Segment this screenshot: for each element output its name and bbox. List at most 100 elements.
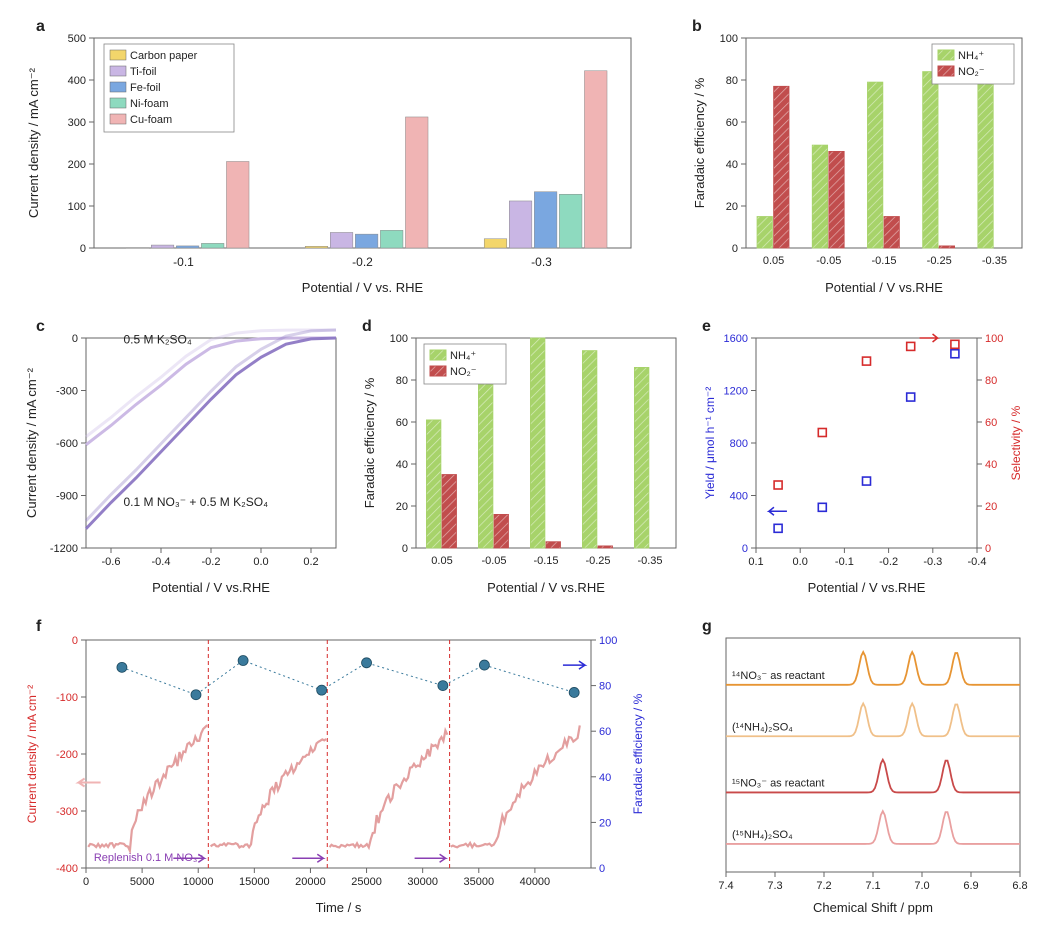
svg-text:-200: -200 — [56, 749, 78, 761]
svg-text:25000: 25000 — [351, 876, 382, 888]
svg-text:-0.15: -0.15 — [871, 255, 896, 267]
svg-text:Potential / V vs.RHE: Potential / V vs.RHE — [152, 580, 270, 595]
svg-text:-0.35: -0.35 — [637, 555, 662, 567]
svg-text:0: 0 — [402, 543, 408, 555]
svg-text:0: 0 — [732, 243, 738, 255]
svg-text:Chemical Shift / ppm: Chemical Shift / ppm — [813, 900, 933, 915]
svg-text:(¹⁴NH₄)₂SO₄: (¹⁴NH₄)₂SO₄ — [732, 721, 793, 733]
panel-b-label: b — [692, 18, 702, 36]
svg-text:Replenish 0.1 M NO₃⁻: Replenish 0.1 M NO₃⁻ — [94, 852, 204, 864]
svg-text:1200: 1200 — [724, 386, 748, 398]
panel-d-label: d — [362, 318, 372, 336]
panel-a-label: a — [36, 18, 45, 36]
svg-text:100: 100 — [720, 33, 738, 45]
svg-text:0: 0 — [72, 635, 78, 647]
svg-text:40: 40 — [396, 459, 408, 471]
panel-e: e 0.10.0-0.1-0.2-0.3-0.40400800120016000… — [696, 318, 1032, 598]
svg-text:7.3: 7.3 — [767, 880, 782, 892]
svg-text:Potential / V vs.RHE: Potential / V vs.RHE — [825, 280, 943, 295]
svg-text:0.2: 0.2 — [303, 556, 318, 568]
svg-text:500: 500 — [68, 33, 86, 45]
svg-text:20: 20 — [396, 501, 408, 513]
svg-text:Faradaic efficiency / %: Faradaic efficiency / % — [362, 377, 377, 508]
svg-text:Carbon paper: Carbon paper — [130, 50, 198, 62]
svg-text:-1200: -1200 — [50, 543, 78, 555]
svg-text:0.05: 0.05 — [431, 555, 452, 567]
svg-text:80: 80 — [985, 375, 997, 387]
svg-text:0.1: 0.1 — [748, 556, 763, 568]
svg-text:¹⁵NO₃⁻ as reactant: ¹⁵NO₃⁻ as reactant — [732, 777, 825, 789]
svg-text:0.5 M K₂SO₄: 0.5 M K₂SO₄ — [124, 332, 192, 346]
svg-text:-300: -300 — [56, 386, 78, 398]
svg-text:-0.3: -0.3 — [923, 556, 942, 568]
svg-text:NO₂⁻: NO₂⁻ — [450, 366, 477, 378]
svg-text:0: 0 — [742, 543, 748, 555]
svg-text:NH₄⁺: NH₄⁺ — [958, 50, 984, 62]
svg-text:20: 20 — [726, 201, 738, 213]
svg-text:-0.05: -0.05 — [481, 555, 506, 567]
svg-text:-0.15: -0.15 — [533, 555, 558, 567]
chart-a: 0100200300400500-0.1-0.2-0.3Potential / … — [16, 18, 641, 298]
svg-text:-0.3: -0.3 — [531, 255, 552, 269]
svg-text:40: 40 — [726, 159, 738, 171]
svg-text:Current density / mA cm⁻²: Current density / mA cm⁻² — [24, 367, 39, 518]
panel-d: d 0204060801000.05-0.05-0.15-0.25-0.35Po… — [356, 318, 686, 598]
svg-text:0.0: 0.0 — [793, 556, 808, 568]
svg-text:Current density / mA cm⁻²: Current density / mA cm⁻² — [25, 685, 39, 823]
svg-text:Faradaic efficiency / %: Faradaic efficiency / % — [692, 77, 707, 208]
svg-text:35000: 35000 — [463, 876, 494, 888]
svg-text:Ti-foil: Ti-foil — [130, 66, 156, 78]
panel-e-label: e — [702, 318, 711, 336]
svg-text:-300: -300 — [56, 806, 78, 818]
svg-text:20: 20 — [599, 817, 611, 829]
svg-text:60: 60 — [599, 726, 611, 738]
svg-text:6.9: 6.9 — [963, 880, 978, 892]
svg-text:60: 60 — [985, 417, 997, 429]
svg-text:0.05: 0.05 — [763, 255, 784, 267]
svg-text:80: 80 — [599, 681, 611, 693]
svg-text:-0.2: -0.2 — [202, 556, 221, 568]
chart-b: 0204060801000.05-0.05-0.15-0.25-0.35Pote… — [686, 18, 1032, 298]
svg-text:60: 60 — [396, 417, 408, 429]
svg-text:7.0: 7.0 — [914, 880, 929, 892]
svg-text:-0.35: -0.35 — [982, 255, 1007, 267]
svg-text:-600: -600 — [56, 438, 78, 450]
svg-text:40: 40 — [599, 772, 611, 784]
svg-text:Potential / V vs. RHE: Potential / V vs. RHE — [302, 280, 424, 295]
svg-text:800: 800 — [730, 438, 748, 450]
svg-text:300: 300 — [68, 117, 86, 129]
svg-text:80: 80 — [726, 75, 738, 87]
svg-text:Fe-foil: Fe-foil — [130, 82, 161, 94]
svg-text:(¹⁵NH₄)₂SO₄: (¹⁵NH₄)₂SO₄ — [732, 829, 793, 841]
svg-text:Current density / mA cm⁻²: Current density / mA cm⁻² — [26, 67, 41, 218]
svg-text:0.0: 0.0 — [253, 556, 268, 568]
svg-text:7.4: 7.4 — [718, 880, 733, 892]
svg-text:0: 0 — [985, 543, 991, 555]
svg-text:-0.25: -0.25 — [927, 255, 952, 267]
chart-d: 0204060801000.05-0.05-0.15-0.25-0.35Pote… — [356, 318, 686, 598]
svg-text:100: 100 — [985, 333, 1003, 345]
svg-text:-0.2: -0.2 — [879, 556, 898, 568]
svg-text:7.2: 7.2 — [816, 880, 831, 892]
svg-text:20: 20 — [985, 501, 997, 513]
svg-text:Cu-foam: Cu-foam — [130, 114, 172, 126]
svg-text:100: 100 — [68, 201, 86, 213]
svg-text:-0.05: -0.05 — [816, 255, 841, 267]
svg-text:10000: 10000 — [183, 876, 214, 888]
svg-text:5000: 5000 — [130, 876, 154, 888]
chart-f: 0500010000150002000025000300003500040000… — [16, 618, 656, 918]
svg-text:-100: -100 — [56, 692, 78, 704]
svg-text:-0.1: -0.1 — [173, 255, 194, 269]
chart-g: 7.47.37.27.17.06.96.8Chemical Shift / pp… — [696, 618, 1032, 918]
panel-f: f 05000100001500020000250003000035000400… — [16, 618, 656, 918]
svg-text:0: 0 — [72, 333, 78, 345]
panel-f-label: f — [36, 618, 41, 636]
panel-g: g 7.47.37.27.17.06.96.8Chemical Shift / … — [696, 618, 1032, 918]
svg-text:200: 200 — [68, 159, 86, 171]
panel-b: b 0204060801000.05-0.05-0.15-0.25-0.35Po… — [686, 18, 1032, 298]
svg-text:Potential / V vs.RHE: Potential / V vs.RHE — [487, 580, 605, 595]
svg-text:Time / s: Time / s — [316, 900, 362, 915]
svg-text:15000: 15000 — [239, 876, 270, 888]
svg-text:40000: 40000 — [520, 876, 551, 888]
svg-text:100: 100 — [599, 635, 617, 647]
